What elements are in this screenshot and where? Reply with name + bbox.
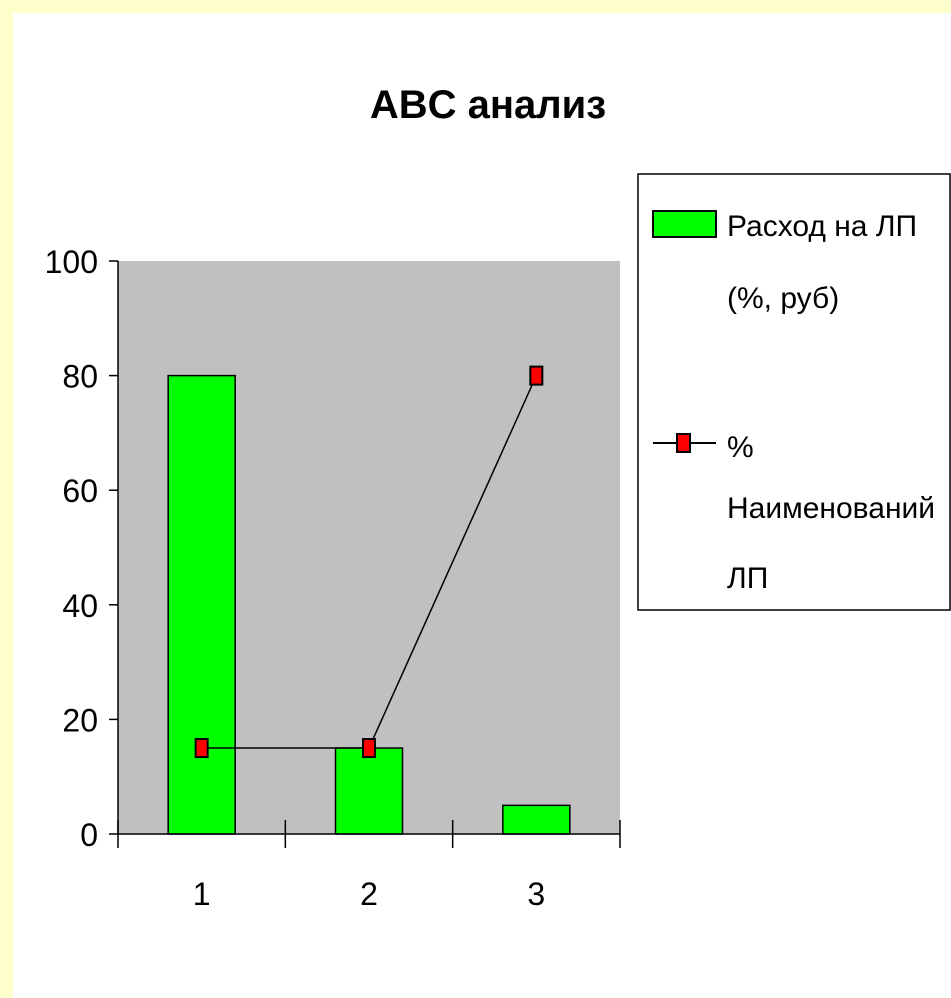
line-point-1	[194, 738, 209, 759]
legend-box	[637, 173, 951, 611]
legend: Расход на ЛП (%, руб) % Наименований ЛП	[637, 173, 951, 611]
legend-line-label-line2: Наименований	[727, 492, 935, 525]
line-series-group	[194, 365, 544, 759]
y-tick-label-20: 20	[62, 702, 98, 738]
legend-line-label-line3: ЛП	[727, 562, 768, 595]
x-tick-label-1: 1	[193, 876, 211, 912]
legend-bar-label-line2: (%, руб)	[727, 282, 839, 315]
y-tick-label-0: 0	[80, 817, 98, 853]
y-tick-label-40: 40	[62, 588, 98, 624]
legend-line-label-line1: %	[727, 431, 754, 464]
chart-title: ABC анализ	[370, 83, 606, 127]
axes-group: 0 20 40 60 80 100 1 2 3	[45, 244, 621, 912]
legend-line-marker	[676, 433, 691, 453]
y-tick-label-100: 100	[45, 244, 98, 280]
legend-bar-swatch	[652, 210, 717, 238]
line-point-2	[362, 738, 376, 759]
bar-3	[502, 804, 571, 835]
x-tick-label-2: 2	[360, 876, 378, 912]
bar-2	[334, 747, 404, 835]
y-tick-label-60: 60	[62, 473, 98, 509]
y-tick-label-80: 80	[62, 359, 98, 395]
legend-bar-label-line1: Расход на ЛП	[727, 210, 917, 243]
x-tick-label-3: 3	[527, 876, 545, 912]
bar-1	[167, 374, 236, 835]
line-point-3	[529, 365, 544, 386]
